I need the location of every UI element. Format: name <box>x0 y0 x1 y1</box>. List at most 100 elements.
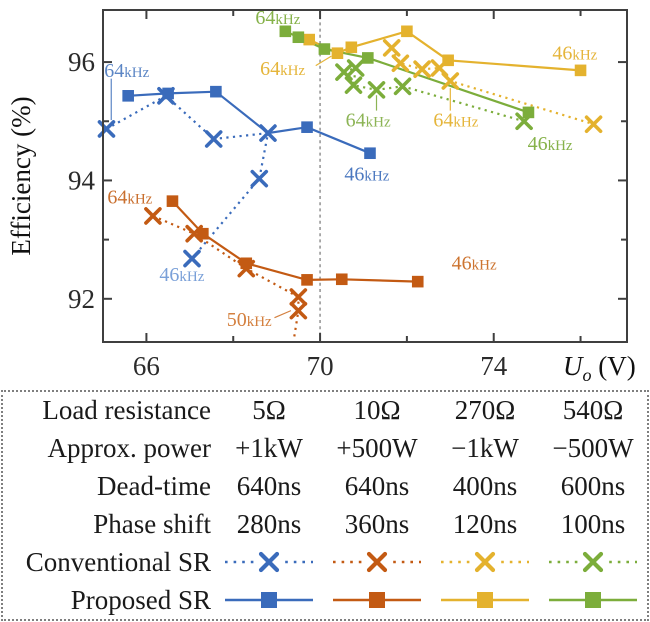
annotation-64kHz-9: 64kHz <box>433 109 478 131</box>
marker-square-proposed-sr-540ohm <box>318 43 331 55</box>
legend-marker-cell-r4-c3 <box>539 550 647 574</box>
table-value-r2-c0: 640ns <box>236 471 302 502</box>
marker-x-conventional-sr-5ohm <box>250 169 269 188</box>
annotation-46kHz-5: 46kHz <box>452 253 497 275</box>
marker-square-proposed-sr-540ohm <box>362 52 374 64</box>
legend-marker-x-icon <box>441 552 529 573</box>
marker-square-proposed-sr-540ohm <box>292 31 305 44</box>
marker-square-proposed-sr-5ohm <box>122 90 134 102</box>
table-value-r1-c3: −500W <box>552 433 634 464</box>
axis-ticks <box>103 10 627 342</box>
annotation-64kHz-0: 64kHz <box>104 60 149 82</box>
line-proposed-sr-10ohm <box>171 200 418 283</box>
marker-square-proposed-sr-10ohm <box>197 227 209 240</box>
legend-marker-cell-r4-c2 <box>431 550 539 574</box>
marker-square-proposed-sr-10ohm <box>335 273 348 286</box>
table-row-label-dead-time: Dead-time <box>97 471 211 502</box>
plot-frame <box>102 9 628 343</box>
table-value-r3-c0: 280ns <box>236 508 302 539</box>
marker-square-proposed-sr-10ohm <box>411 275 424 288</box>
marker-x-conventional-sr-540ohm <box>335 63 353 81</box>
annotation-leader <box>274 310 292 319</box>
annotation-46kHz-1: 46kHz <box>159 264 204 286</box>
marker-x-conventional-sr-540ohm <box>346 59 365 77</box>
marker-square-proposed-sr-5ohm <box>301 121 313 133</box>
marker-x-conventional-sr-5ohm <box>97 120 116 138</box>
marker-square-proposed-sr-10ohm <box>301 274 313 286</box>
table-value-r2-c2: 400ns <box>452 471 518 502</box>
marker-x-conventional-sr-5ohm <box>259 124 277 142</box>
legend-marker-square-icon <box>333 592 421 609</box>
legend-marker-x-icon <box>549 552 637 573</box>
annotation-64kHz-8: 64kHz <box>346 109 391 131</box>
x-tick-label: 66 <box>133 351 160 381</box>
line-conventional-sr-5ohm <box>105 94 270 260</box>
y-tick-label: 92 <box>68 284 95 314</box>
table-value-r1-c1: +500W <box>336 433 418 464</box>
legend-marker-x-icon <box>333 552 421 573</box>
table-row-label-proposed-sr: Proposed SR <box>70 584 211 615</box>
x-axis-title: Uo (V) <box>563 351 636 385</box>
table-value-r3-c3: 100ns <box>560 508 626 539</box>
marker-square-proposed-sr-270ohm <box>345 41 358 54</box>
marker-x-conventional-sr-10ohm <box>289 301 308 320</box>
marker-x-conventional-sr-270ohm <box>584 115 603 134</box>
marker-square-proposed-sr-5ohm <box>162 87 174 100</box>
table-row-label-load-resistance: Load resistance <box>42 395 211 426</box>
series-markers <box>97 25 603 320</box>
marker-square-proposed-sr-270ohm <box>331 47 344 60</box>
legend-marker-square-icon <box>225 592 313 609</box>
legend-marker-cell-r5-c0 <box>215 588 323 612</box>
y-axis-title: Efficiency (%) <box>6 96 36 255</box>
efficiency-chart: 66 70 74 92 94 96 Efficiency (%) Uo (V) 64kHz 46k… <box>6 7 636 385</box>
table-value-r0-c3: 540Ω <box>562 395 624 426</box>
legend-marker-square-icon <box>549 592 637 609</box>
marker-square-proposed-sr-270ohm <box>442 54 454 67</box>
marker-square-proposed-sr-5ohm <box>364 147 376 160</box>
table-value-r0-c2: 270Ω <box>454 395 516 426</box>
legend-marker-cell-r5-c3 <box>539 588 647 612</box>
annotation-46kHz-11: 46kHz <box>528 133 573 155</box>
annotation-64kHz-7: 64kHz <box>255 7 300 29</box>
marker-square-proposed-sr-5ohm <box>210 85 222 98</box>
x-tick-label: 74 <box>480 351 508 381</box>
marker-square-proposed-sr-270ohm <box>303 33 316 46</box>
marker-x-conventional-sr-540ohm <box>367 81 386 99</box>
annotation-50kHz-4: 50kHz <box>227 309 272 331</box>
y-tick-label: 94 <box>68 165 96 195</box>
marker-x-conventional-sr-540ohm <box>393 77 412 96</box>
table-value-r2-c1: 640ns <box>344 471 410 502</box>
table-value-r1-c2: −1kW <box>451 433 519 464</box>
legend-marker-cell-r5-c1 <box>323 588 431 612</box>
table-value-r3-c2: 120ns <box>452 508 518 539</box>
marker-x-conventional-sr-5ohm <box>183 249 201 268</box>
legend-marker-square-icon <box>441 592 529 609</box>
annotation-46kHz-2: 46kHz <box>344 163 389 185</box>
line-proposed-sr-5ohm <box>128 90 371 155</box>
annotation-64kHz-6: 64kHz <box>260 58 305 80</box>
legend-table: Load resistance 5Ω 10Ω 270Ω 540Ω Approx. powe… <box>1 390 649 621</box>
table-row-label-conventional-sr: Conventional SR <box>25 546 211 577</box>
marker-x-conventional-sr-270ohm <box>382 39 401 57</box>
marker-square-proposed-sr-10ohm <box>166 195 179 207</box>
marker-x-conventional-sr-5ohm <box>204 130 223 148</box>
table-value-r1-c0: +1kW <box>235 433 303 464</box>
marker-x-conventional-sr-270ohm <box>391 54 410 73</box>
annotation-leader <box>315 55 332 67</box>
legend-marker-cell-r4-c1 <box>323 550 431 574</box>
line-conventional-sr-10ohm <box>152 214 300 339</box>
marker-x-conventional-sr-540ohm <box>344 76 363 94</box>
table-row-label-phase-shift: Phase shift <box>93 508 211 539</box>
marker-square-proposed-sr-540ohm <box>522 106 535 119</box>
annotation-64kHz-3: 64kHz <box>107 186 152 208</box>
y-tick-label: 96 <box>68 47 95 77</box>
marker-square-proposed-sr-270ohm <box>401 25 413 38</box>
marker-x-conventional-sr-10ohm <box>144 207 162 225</box>
marker-x-conventional-sr-10ohm <box>289 288 308 306</box>
x-tick-label: 70 <box>307 351 334 381</box>
table-value-r0-c1: 10Ω <box>353 395 401 426</box>
line-conventional-sr-540ohm <box>343 66 525 123</box>
table-value-r3-c1: 360ns <box>344 508 410 539</box>
table-row-label-approx-power: Approx. power <box>47 433 211 464</box>
